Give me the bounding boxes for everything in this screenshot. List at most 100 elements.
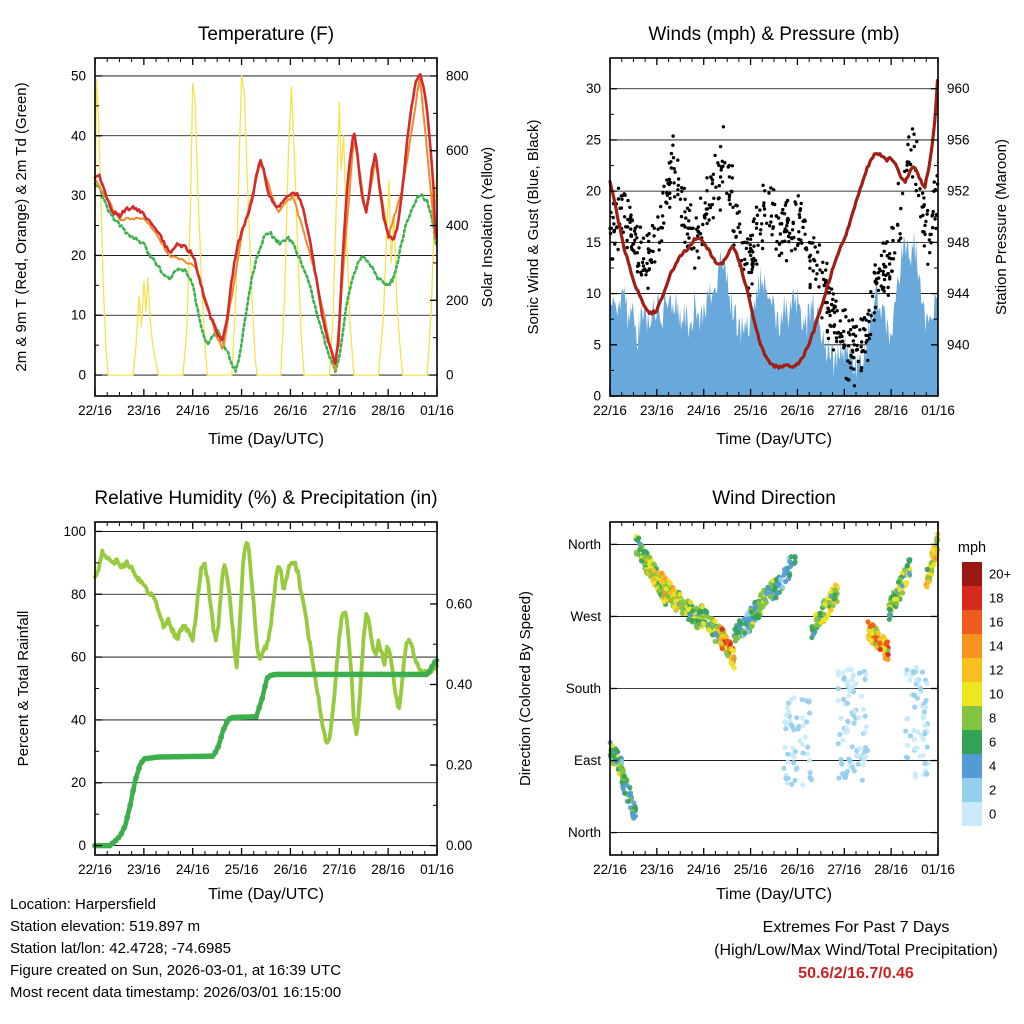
svg-text:26/16: 26/16 <box>274 862 308 877</box>
svg-text:24/16: 24/16 <box>176 862 210 877</box>
svg-text:Temperature (F): Temperature (F) <box>198 24 334 45</box>
svg-text:80: 80 <box>71 587 86 602</box>
svg-text:North: North <box>568 825 601 840</box>
svg-text:8: 8 <box>989 711 996 726</box>
svg-text:28/16: 28/16 <box>371 862 405 877</box>
svg-text:50: 50 <box>71 68 86 83</box>
svg-text:10: 10 <box>586 286 601 301</box>
svg-text:28/16: 28/16 <box>371 403 405 418</box>
svg-text:20: 20 <box>71 775 86 790</box>
svg-text:100: 100 <box>63 524 86 539</box>
svg-text:10: 10 <box>989 687 1003 702</box>
svg-text:25/16: 25/16 <box>225 403 259 418</box>
svg-text:24/16: 24/16 <box>687 403 721 418</box>
svg-text:26/16: 26/16 <box>781 403 815 418</box>
svg-text:01/16: 01/16 <box>921 403 955 418</box>
svg-text:0: 0 <box>989 807 996 822</box>
svg-text:Station Pressure (Maroon): Station Pressure (Maroon) <box>993 139 1010 315</box>
svg-text:23/16: 23/16 <box>640 862 674 877</box>
svg-text:960: 960 <box>947 81 970 96</box>
svg-text:Wind Direction: Wind Direction <box>712 488 836 509</box>
svg-text:800: 800 <box>446 68 469 83</box>
extremes-subtitle: (High/Low/Max Wind/Total Precipitation) <box>714 942 998 959</box>
temperature-chart-svg: 22/16 23/16 24/16 25/16 26/16 27/16 28/16 01/16… <box>13 24 496 448</box>
station-latlon: Station lat/lon: 42.4728; -74.6985 <box>10 940 232 957</box>
svg-text:30: 30 <box>71 188 86 203</box>
svg-text:0.40: 0.40 <box>446 677 472 692</box>
winds-pressure-chart-panel: 22/16 23/16 24/16 25/16 26/16 27/16 28/16 01/16… <box>512 0 1024 462</box>
svg-text:0: 0 <box>78 838 86 853</box>
svg-text:400: 400 <box>446 218 469 233</box>
svg-text:Winds (mph) & Pressure (mb): Winds (mph) & Pressure (mb) <box>648 24 899 45</box>
svg-text:600: 600 <box>446 143 469 158</box>
svg-text:South: South <box>566 681 601 696</box>
figure-created-timestamp: Figure created on Sun, 2026-03-01, at 16… <box>10 962 342 979</box>
svg-text:Time (Day/UTC): Time (Day/UTC) <box>716 886 832 903</box>
svg-text:22/16: 22/16 <box>593 403 627 418</box>
svg-text:25/16: 25/16 <box>734 862 768 877</box>
svg-text:25/16: 25/16 <box>225 862 259 877</box>
station-elevation: Station elevation: 519.897 m <box>10 918 201 935</box>
svg-text:0.60: 0.60 <box>446 596 472 611</box>
svg-text:25: 25 <box>586 132 601 147</box>
svg-text:25/16: 25/16 <box>734 403 768 418</box>
wind-direction-chart-panel: 22/16 23/16 24/16 25/16 26/16 27/16 28/16 01/16… <box>512 462 1024 917</box>
svg-text:20: 20 <box>71 248 86 263</box>
svg-text:40: 40 <box>71 128 86 143</box>
svg-text:6: 6 <box>989 735 996 750</box>
svg-text:Sonic Wind & Gust (Blue, Black: Sonic Wind & Gust (Blue, Black) <box>525 119 542 334</box>
svg-text:940: 940 <box>947 337 970 352</box>
svg-text:200: 200 <box>446 293 469 308</box>
svg-text:0.00: 0.00 <box>446 838 472 853</box>
svg-text:20: 20 <box>586 184 601 199</box>
svg-text:28/16: 28/16 <box>874 403 908 418</box>
svg-text:23/16: 23/16 <box>127 862 161 877</box>
svg-text:Time (Day/UTC): Time (Day/UTC) <box>208 431 324 448</box>
svg-text:23/16: 23/16 <box>640 403 674 418</box>
svg-text:24/16: 24/16 <box>176 403 210 418</box>
extremes-values: 50.6/2/16.7/0.46 <box>798 965 914 982</box>
svg-text:2: 2 <box>989 783 996 798</box>
svg-text:15: 15 <box>586 235 601 250</box>
svg-text:27/16: 27/16 <box>322 862 356 877</box>
svg-text:40: 40 <box>71 712 86 727</box>
svg-text:26/16: 26/16 <box>274 403 308 418</box>
svg-text:12: 12 <box>989 663 1003 678</box>
winds_pressure-chart-svg: 22/16 23/16 24/16 25/16 26/16 27/16 28/16 01/16… <box>525 24 1010 448</box>
svg-text:01/16: 01/16 <box>921 862 955 877</box>
svg-text:20+: 20+ <box>989 567 1011 582</box>
svg-text:27/16: 27/16 <box>827 403 861 418</box>
svg-text:Direction (Colored By Speed): Direction (Colored By Speed) <box>517 591 534 786</box>
svg-text:Relative Humidity (%) & Precip: Relative Humidity (%) & Precipitation (i… <box>94 488 437 509</box>
svg-text:22/16: 22/16 <box>78 862 112 877</box>
station-location: Location: Harpersfield <box>10 896 156 913</box>
rh_precip-chart-svg: 22/16 23/16 24/16 25/16 26/16 27/16 28/16 01/16… <box>15 488 472 903</box>
svg-text:Percent & Total Rainfall: Percent & Total Rainfall <box>15 611 32 767</box>
svg-text:26/16: 26/16 <box>781 862 815 877</box>
svg-text:18: 18 <box>989 591 1003 606</box>
svg-text:952: 952 <box>947 184 970 199</box>
svg-text:01/16: 01/16 <box>420 403 454 418</box>
svg-text:28/16: 28/16 <box>874 862 908 877</box>
svg-text:956: 956 <box>947 132 970 147</box>
svg-text:23/16: 23/16 <box>127 403 161 418</box>
svg-text:948: 948 <box>947 235 970 250</box>
svg-text:4: 4 <box>989 759 996 774</box>
svg-text:16: 16 <box>989 615 1003 630</box>
svg-text:0: 0 <box>78 368 86 383</box>
svg-text:5: 5 <box>593 337 601 352</box>
svg-text:30: 30 <box>586 81 601 96</box>
svg-text:22/16: 22/16 <box>78 403 112 418</box>
temperature-chart-panel: 22/16 23/16 24/16 25/16 26/16 27/16 28/16 01/16… <box>0 0 512 462</box>
svg-text:2m & 9m T (Red, Orange) & 2m T: 2m & 9m T (Red, Orange) & 2m Td (Green) <box>13 82 30 371</box>
svg-text:60: 60 <box>71 650 86 665</box>
svg-text:Solar Insolation (Yellow): Solar Insolation (Yellow) <box>479 147 496 307</box>
svg-text:27/16: 27/16 <box>827 862 861 877</box>
svg-text:22/16: 22/16 <box>593 862 627 877</box>
station-info-block: Location: Harpersfield Station elevation… <box>10 894 341 1004</box>
svg-text:10: 10 <box>71 308 86 323</box>
svg-text:0.20: 0.20 <box>446 758 472 773</box>
svg-text:East: East <box>574 753 601 768</box>
